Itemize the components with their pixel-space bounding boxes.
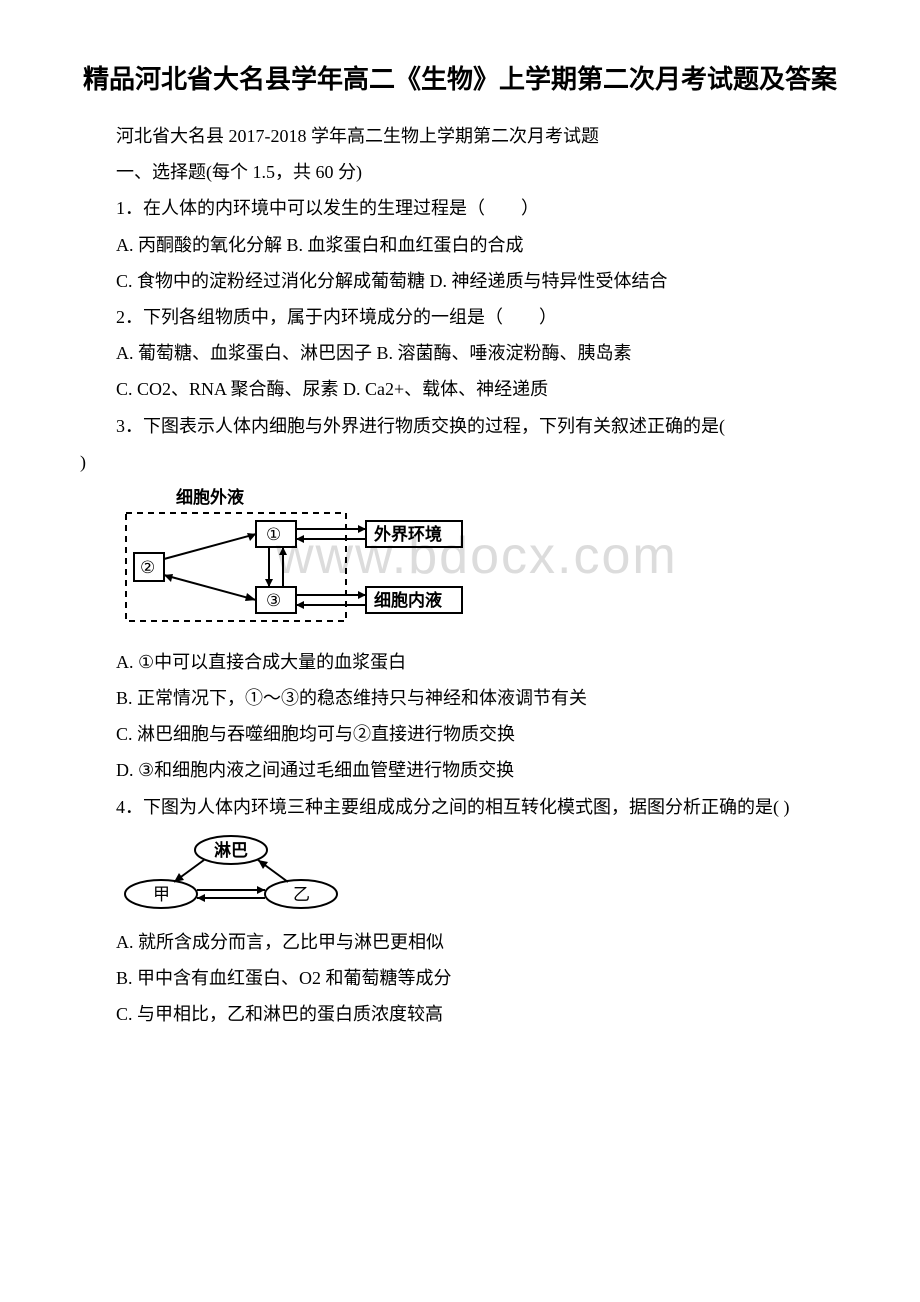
page-title: 精品河北省大名县学年高二《生物》上学期第二次月考试题及答案: [80, 60, 840, 99]
svg-text:甲: 甲: [153, 885, 170, 904]
svg-text:②: ②: [140, 558, 155, 577]
diagram-2: 淋巴 甲 乙: [116, 832, 346, 917]
q3-option-b: B. 正常情况下，①～③的稳态维持只与神经和体液调节有关: [80, 681, 840, 715]
svg-text:淋巴: 淋巴: [214, 840, 248, 860]
q4-option-b: B. 甲中含有血红蛋白、O2 和葡萄糖等成分: [80, 961, 840, 995]
q3-stem-b: ): [80, 445, 840, 479]
intro-text: 河北省大名县 2017-2018 学年高二生物上学期第二次月考试题: [80, 119, 840, 153]
q2-options-cd: C. CO2、RNA 聚合酶、尿素 D. Ca2+、载体、神经递质: [80, 372, 840, 406]
q3-option-c: C. 淋巴细胞与吞噬细胞均可与②直接进行物质交换: [80, 717, 840, 751]
diagram-2-wrap: 淋巴 甲 乙: [116, 832, 840, 917]
svg-text:乙: 乙: [293, 885, 310, 904]
q2-stem: 2．下列各组物质中，属于内环境成分的一组是（ ）: [80, 300, 840, 334]
diagram-1-wrap: www.bdocx.com 细胞外液 ① ② ③ 外界环境 细胞内液: [116, 487, 840, 637]
svg-text:①: ①: [266, 525, 281, 544]
q3-option-d: D. ③和细胞内液之间通过毛细血管壁进行物质交换: [80, 753, 840, 787]
q4-stem: 4．下图为人体内环境三种主要组成成分之间的相互转化模式图，据图分析正确的是( ): [80, 790, 840, 824]
q4-option-c: C. 与甲相比，乙和淋巴的蛋白质浓度较高: [80, 997, 840, 1031]
q3-stem-a: 3．下图表示人体内细胞与外界进行物质交换的过程，下列有关叙述正确的是(: [80, 409, 840, 443]
q2-options-ab: A. 葡萄糖、血浆蛋白、淋巴因子 B. 溶菌酶、唾液淀粉酶、胰岛素: [80, 336, 840, 370]
svg-text:细胞外液: 细胞外液: [176, 487, 244, 507]
svg-text:③: ③: [266, 591, 281, 610]
q4-option-a: A. 就所含成分而言，乙比甲与淋巴更相似: [80, 925, 840, 959]
q3-option-a: A. ①中可以直接合成大量的血浆蛋白: [80, 645, 840, 679]
q1-options-ab: A. 丙酮酸的氧化分解 B. 血浆蛋白和血红蛋白的合成: [80, 228, 840, 262]
section-heading: 一、选择题(每个 1.5，共 60 分): [80, 155, 840, 189]
diagram-1: 细胞外液 ① ② ③ 外界环境 细胞内液: [116, 487, 496, 637]
q1-options-cd: C. 食物中的淀粉经过消化分解成葡萄糖 D. 神经递质与特异性受体结合: [80, 264, 840, 298]
svg-text:外界环境: 外界环境: [374, 524, 442, 544]
svg-text:细胞内液: 细胞内液: [374, 590, 442, 610]
q1-stem: 1．在人体的内环境中可以发生的生理过程是（ ）: [80, 191, 840, 225]
